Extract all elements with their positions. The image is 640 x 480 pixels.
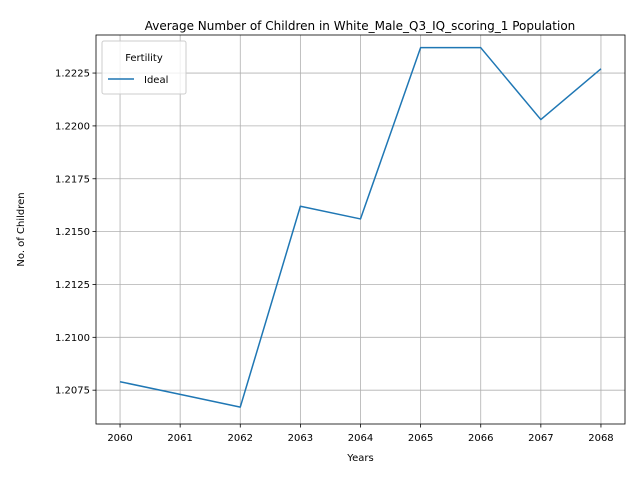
y-tick-label: 1.2075 bbox=[55, 386, 90, 397]
y-tick-label: 1.2175 bbox=[55, 174, 90, 185]
x-tick-label: 2061 bbox=[167, 433, 192, 444]
x-tick-label: 2060 bbox=[107, 433, 132, 444]
x-tick-label: 2062 bbox=[228, 433, 253, 444]
y-axis-ticks: 1.2075 1.2100 1.2125 1.2150 1.2175 1.2200 1.22… bbox=[55, 69, 96, 397]
x-tick-label: 2063 bbox=[288, 433, 313, 444]
legend: Fertility Ideal bbox=[101, 40, 187, 95]
legend-box bbox=[101, 40, 187, 95]
chart-title: Average Number of Children in White_Male… bbox=[145, 19, 576, 33]
x-tick-label: 2066 bbox=[468, 433, 493, 444]
y-tick-label: 1.2125 bbox=[55, 280, 90, 291]
y-tick-label: 1.2200 bbox=[55, 121, 90, 132]
y-axis-label: No. of Children bbox=[16, 192, 27, 266]
x-tick-label: 2067 bbox=[528, 433, 553, 444]
series-layer bbox=[119, 46, 602, 408]
x-tick-label: 2065 bbox=[408, 433, 433, 444]
x-axis-label: Years bbox=[346, 453, 373, 464]
legend-label-ideal: Ideal bbox=[144, 75, 168, 86]
grid-lines bbox=[96, 35, 625, 424]
x-tick-label: 2068 bbox=[588, 433, 613, 444]
legend-title: Fertility bbox=[125, 53, 163, 64]
y-tick-label: 1.2100 bbox=[55, 333, 90, 344]
y-tick-label: 1.2150 bbox=[55, 227, 90, 238]
x-tick-label: 2064 bbox=[348, 433, 373, 444]
y-tick-label: 1.2225 bbox=[55, 69, 90, 80]
x-axis-ticks: 2060 2061 2062 2063 2064 2065 2066 2067 2068 bbox=[107, 424, 614, 444]
